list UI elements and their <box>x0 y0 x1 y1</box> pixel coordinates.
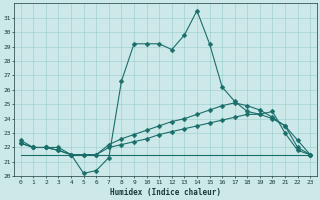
X-axis label: Humidex (Indice chaleur): Humidex (Indice chaleur) <box>110 188 221 197</box>
